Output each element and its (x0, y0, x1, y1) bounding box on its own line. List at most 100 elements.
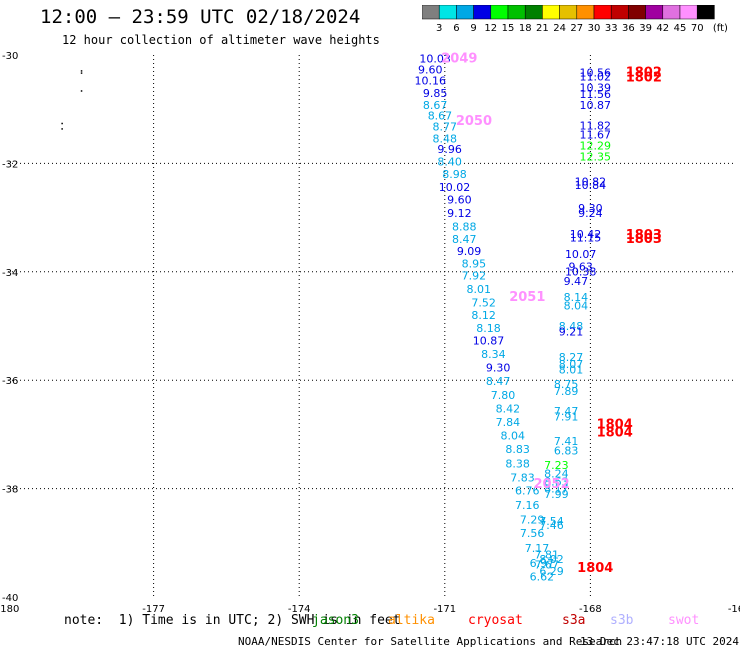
land-dot (80, 70, 83, 72)
wave-height-label: 7.99 (544, 488, 569, 501)
wave-height-label: 7.80 (491, 389, 516, 402)
wave-height-label: 10.16 (414, 74, 446, 87)
colorbar-tick: 39 (639, 23, 652, 34)
time-label: 1804 (577, 561, 613, 576)
wave-height-label: 12.29 (580, 139, 612, 152)
legend-entry-s3b: s3b (610, 613, 634, 628)
chart-title: 12:00 – 23:59 UTC 02/18/2024 (40, 6, 361, 28)
wave-height-label: 11.02 (580, 71, 612, 84)
wave-height-label: 7.47 (554, 405, 579, 418)
wave-height-label: 7.29 (520, 513, 545, 526)
y-tick-label: -30 (2, 51, 18, 62)
x-tick-label: -16 (728, 604, 740, 615)
wave-height-label: 8.95 (462, 258, 487, 271)
x-tick-label: -174 (288, 604, 311, 615)
note-text: note: 1) Time is in UTC; 2) SWH is in fe… (64, 613, 401, 628)
colorbar-tick: 3 (436, 23, 442, 34)
wave-height-label: 8.07 (559, 358, 584, 371)
y-tick-label: -36 (2, 376, 18, 387)
satellite-legend: jason3 altika cryosat s3a s3b swot (0, 613, 740, 629)
wave-height-label: 10.02 (439, 181, 471, 194)
wave-height-label: 7.67 (534, 558, 559, 571)
wave-height-label: 8.67 (423, 99, 448, 112)
wave-height-label: 7.91 (554, 410, 579, 423)
wave-height-label: 9.30 (578, 202, 603, 215)
wave-height-label: 8.42 (496, 402, 521, 415)
wave-height-label: 11.67 (580, 129, 612, 142)
time-label: 1803 (626, 232, 662, 247)
time-label: 2052 (533, 477, 569, 492)
land-dot (80, 90, 83, 92)
wave-height-label: 10.82 (575, 176, 607, 189)
wave-height-label: 8.67 (428, 110, 453, 123)
wave-height-label: 8.77 (433, 120, 458, 133)
colorbar-tick: 6 (453, 23, 459, 34)
wave-height-label: 8.01 (467, 283, 492, 296)
wave-height-label: 8.24 (544, 467, 569, 480)
wave-height-label: 11.56 (580, 88, 612, 101)
legend-entry-swot: swot (668, 613, 700, 628)
x-tick-label: -168 (579, 604, 602, 615)
wave-height-label: 10.56 (580, 66, 612, 79)
wave-height-label: 8.17 (544, 483, 569, 496)
wave-height-label: 9.60 (447, 194, 472, 207)
x-tick-label: -171 (433, 604, 456, 615)
time-label: 1804 (597, 426, 633, 441)
wave-height-label: 6.76 (515, 485, 540, 498)
colorbar-tick: 30 (588, 23, 601, 34)
legend-entry-altika: altika (388, 613, 435, 628)
land-dot (61, 128, 63, 130)
wave-height-label: 6.62 (530, 570, 555, 583)
wave-height-label: 8.27 (559, 351, 584, 364)
wave-height-label: 10.03 (419, 53, 451, 66)
chart-subtitle: 12 hour collection of altimeter wave hei… (62, 33, 380, 47)
time-label: 1803 (626, 228, 662, 243)
wave-height-label: 8.48 (433, 132, 458, 145)
wave-height-label: 8.14 (564, 291, 589, 304)
colorbar-tick: 12 (484, 23, 497, 34)
y-tick-label: -34 (2, 268, 18, 279)
wave-height-label: 7.84 (496, 416, 521, 429)
wave-height-label: 9.63 (568, 260, 593, 273)
wave-height-label: 8.34 (481, 348, 506, 361)
legend-entry-s3a: s3a (562, 613, 586, 628)
wave-height-label: 8.47 (486, 375, 511, 388)
time-label: 2050 (456, 114, 492, 129)
wave-height-label: 7.52 (471, 297, 496, 310)
colorbar-tick: 42 (656, 23, 669, 34)
wave-height-label: 9.09 (457, 245, 482, 258)
wave-height-label: 10.87 (473, 335, 505, 348)
wave-height-label: 11.82 (580, 119, 612, 132)
wave-height-label: 7.54 (539, 515, 564, 528)
wave-height-label: 7.89 (554, 385, 579, 398)
time-label: 1804 (597, 418, 633, 433)
colorbar-tick: 18 (519, 23, 532, 34)
wave-height-label: 7.23 (544, 459, 569, 472)
wave-height-label: 8.48 (559, 320, 584, 333)
wave-height-label: 7.17 (525, 542, 550, 555)
colorbar-tick: 70 (691, 23, 704, 34)
colorbar-unit: (ft) (713, 23, 728, 34)
colorbar-tick: 21 (536, 23, 549, 34)
time-label: 1802 (626, 65, 662, 80)
y-tick-label: -32 (2, 159, 18, 170)
wave-height-label: 8.40 (437, 156, 462, 169)
wave-height-label: 8.02 (539, 553, 564, 566)
time-label: 2051 (509, 290, 545, 305)
wave-height-label: 8.04 (500, 429, 525, 442)
wave-height-label: 8.47 (452, 233, 477, 246)
wave-height-label: 8.63 (544, 475, 569, 488)
colorbar-tick: 9 (470, 23, 476, 34)
wave-height-label: 12.35 (580, 150, 612, 163)
colorbar-swatch (696, 5, 715, 20)
wave-height-label: 8.83 (505, 443, 530, 456)
wave-height-label: 7.81 (534, 549, 559, 562)
wave-height-label: 8.12 (471, 309, 496, 322)
y-tick-label: -40 (2, 593, 18, 604)
wave-height-label: 8.88 (452, 221, 477, 234)
legend-entry-cryosat: cryosat (468, 613, 523, 628)
wave-height-label: 8.18 (476, 322, 501, 335)
wave-height-label: 8.04 (564, 299, 589, 312)
x-tick-label: -177 (142, 604, 165, 615)
